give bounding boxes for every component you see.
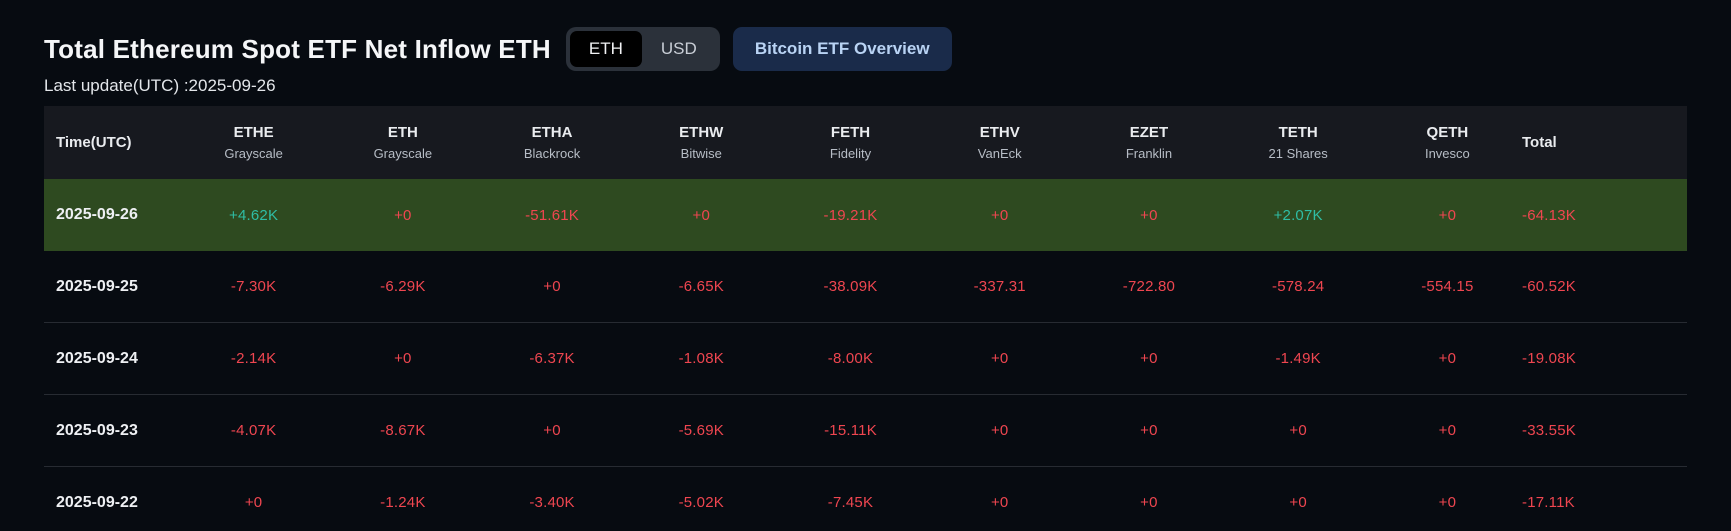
value-cell: -1.49K bbox=[1275, 350, 1321, 367]
value-cell: +0 bbox=[1438, 350, 1457, 367]
issuer-label: Invesco bbox=[1424, 146, 1470, 161]
table-row: 2025-09-24 -2.14K +0 -6.37K -1.08K -8.00K +0 +0… bbox=[44, 323, 1687, 395]
value-cell: +0 bbox=[1140, 206, 1158, 224]
col-header-time: Time(UTC) bbox=[56, 134, 132, 151]
last-update-label: Last update(UTC) :2025-09-26 bbox=[44, 76, 276, 95]
value-cell: -1.24K bbox=[380, 494, 426, 511]
table-row: 2025-09-22 +0 -1.24K -3.40K -5.02K -7.45K +0 +0… bbox=[44, 467, 1687, 531]
value-cell: +0 bbox=[1289, 494, 1307, 511]
value-cell: -15.11K bbox=[824, 422, 877, 439]
issuer-label: Bitwise bbox=[680, 146, 722, 161]
col-header-etha: ETHA Blackrock bbox=[477, 124, 626, 161]
value-cell: +0 bbox=[990, 206, 1009, 224]
ticker-label: EZET bbox=[1129, 124, 1169, 141]
ticker-label: ETHV bbox=[979, 124, 1020, 141]
col-header-ethv: ETHV VanEck bbox=[925, 124, 1074, 161]
toggle-eth-button[interactable]: ETH bbox=[569, 31, 642, 67]
date-cell: 2025-09-26 bbox=[56, 206, 138, 223]
value-cell: +0 bbox=[1140, 422, 1158, 439]
value-cell: +0 bbox=[1140, 350, 1158, 367]
issuer-label: 21 Shares bbox=[1268, 146, 1328, 161]
issuer-label: Blackrock bbox=[523, 146, 581, 161]
value-cell: -5.69K bbox=[678, 422, 724, 439]
issuer-label: Franklin bbox=[1125, 146, 1173, 161]
value-cell: -6.65K bbox=[678, 278, 724, 295]
col-header-ezet: EZET Franklin bbox=[1074, 124, 1223, 161]
value-cell: +0 bbox=[543, 278, 561, 295]
value-cell: +0 bbox=[1438, 422, 1457, 439]
value-cell: +0 bbox=[394, 206, 412, 224]
page-title: Total Ethereum Spot ETF Net Inflow ETH bbox=[44, 33, 551, 64]
col-header-teth: TETH 21 Shares bbox=[1224, 124, 1373, 161]
table-row: 2025-09-26 +4.62K +0 -51.61K +0 -19.21K +0 +0 +2… bbox=[44, 179, 1687, 251]
ticker-label: ETHA bbox=[531, 124, 573, 141]
issuer-label: Grayscale bbox=[373, 146, 433, 161]
value-cell: -5.02K bbox=[678, 494, 724, 511]
value-cell: +0 bbox=[394, 350, 412, 367]
value-cell: -38.09K bbox=[823, 278, 878, 295]
col-header-qeth: QETH Invesco bbox=[1373, 124, 1522, 161]
table-row: 2025-09-23 -4.07K -8.67K +0 -5.69K -15.11K +0 +… bbox=[44, 395, 1687, 467]
value-cell: +0 bbox=[990, 350, 1009, 367]
value-cell: -3.40K bbox=[529, 494, 575, 511]
value-cell: -1.08K bbox=[678, 350, 724, 367]
issuer-label: Fidelity bbox=[829, 146, 872, 161]
value-cell: -7.30K bbox=[230, 278, 277, 295]
value-cell: -722.80 bbox=[1122, 278, 1176, 295]
date-cell: 2025-09-22 bbox=[56, 493, 138, 511]
ticker-label: ETHE bbox=[233, 124, 274, 141]
table-row: 2025-09-25 -7.30K -6.29K +0 -6.65K -38.09K -33… bbox=[44, 251, 1687, 323]
value-cell: -19.21K bbox=[823, 206, 878, 224]
etf-net-inflow-table: Time(UTC) ETHE Grayscale ETH Grayscale ETHA B… bbox=[44, 106, 1687, 531]
issuer-label: VanEck bbox=[977, 146, 1022, 161]
value-cell: +0 bbox=[990, 422, 1009, 439]
value-cell: +0 bbox=[1438, 494, 1457, 511]
ticker-label: ETH bbox=[387, 124, 418, 141]
toggle-usd-button[interactable]: USD bbox=[642, 31, 716, 67]
total-cell: -60.52K bbox=[1522, 278, 1576, 295]
value-cell: +4.62K bbox=[229, 206, 279, 224]
col-header-ethw: ETHW Bitwise bbox=[627, 124, 776, 161]
value-cell: -8.67K bbox=[380, 422, 426, 439]
value-cell: +0 bbox=[990, 494, 1009, 511]
total-cell: -64.13K bbox=[1522, 206, 1576, 224]
date-cell: 2025-09-24 bbox=[56, 349, 138, 367]
bitcoin-etf-overview-button[interactable]: Bitcoin ETF Overview bbox=[732, 27, 952, 71]
ticker-label: ETHW bbox=[679, 124, 724, 141]
table-body: 2025-09-26 +4.62K +0 -51.61K +0 -19.21K +0 +0 +2… bbox=[44, 179, 1687, 531]
date-cell: 2025-09-23 bbox=[56, 421, 138, 439]
value-cell: -4.07K bbox=[230, 422, 277, 439]
value-cell: -6.29K bbox=[380, 278, 426, 295]
value-cell: +0 bbox=[543, 422, 561, 439]
value-cell: -7.45K bbox=[827, 494, 874, 511]
currency-toggle: ETH USD bbox=[565, 27, 720, 71]
col-header-ethe: ETHE Grayscale bbox=[179, 124, 328, 161]
date-cell: 2025-09-25 bbox=[56, 277, 138, 295]
table-header-row: Time(UTC) ETHE Grayscale ETH Grayscale ETHA B… bbox=[44, 106, 1687, 179]
ticker-label: QETH bbox=[1426, 124, 1469, 141]
value-cell: +2.07K bbox=[1273, 206, 1323, 224]
value-cell: +0 bbox=[1289, 422, 1307, 439]
total-cell: -19.08K bbox=[1522, 350, 1576, 367]
value-cell: -51.61K bbox=[525, 206, 580, 224]
value-cell: -337.31 bbox=[973, 278, 1026, 295]
ticker-label: TETH bbox=[1278, 124, 1318, 141]
issuer-label: Grayscale bbox=[224, 146, 283, 161]
value-cell: +0 bbox=[244, 494, 263, 511]
value-cell: -554.15 bbox=[1421, 278, 1474, 295]
col-header-total: Total bbox=[1522, 134, 1557, 151]
value-cell: +0 bbox=[1438, 206, 1457, 224]
value-cell: +0 bbox=[692, 206, 711, 224]
value-cell: +0 bbox=[1140, 494, 1158, 511]
ticker-label: FETH bbox=[830, 124, 871, 141]
header-bar: Total Ethereum Spot ETF Net Inflow ETH E… bbox=[44, 26, 1687, 72]
value-cell: -8.00K bbox=[827, 350, 874, 367]
value-cell: -6.37K bbox=[529, 350, 575, 367]
col-header-feth: FETH Fidelity bbox=[776, 124, 925, 161]
total-cell: -17.11K bbox=[1522, 494, 1575, 511]
col-header-eth: ETH Grayscale bbox=[328, 124, 477, 161]
total-cell: -33.55K bbox=[1522, 422, 1576, 439]
value-cell: -2.14K bbox=[230, 350, 277, 367]
value-cell: -578.24 bbox=[1272, 278, 1325, 295]
